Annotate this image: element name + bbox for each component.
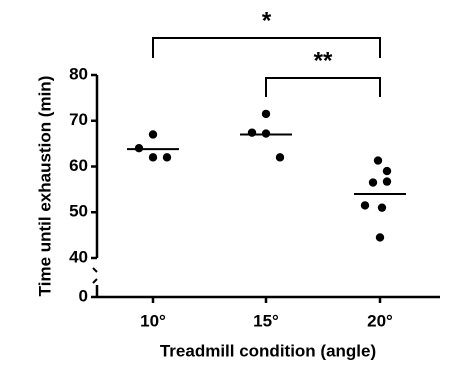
x-tick-label: 15° [253, 311, 279, 330]
y-tick-label: 70 [69, 110, 88, 129]
data-point [148, 153, 158, 162]
data-point [382, 177, 392, 186]
axis-break [92, 267, 98, 284]
data-point [275, 153, 285, 162]
data-point [382, 166, 392, 176]
data-point [360, 201, 370, 210]
y-tick-label: 0 [79, 286, 88, 305]
y-tick-label: 80 [69, 64, 88, 83]
data-point [375, 233, 385, 242]
x-tick-label: 20° [367, 311, 393, 330]
data-point [368, 178, 378, 187]
y-tick-label: 50 [69, 202, 88, 221]
significance-label: * [262, 7, 272, 34]
data-point [148, 130, 158, 139]
data-point [162, 153, 172, 162]
y-axis-label: Time until exhaustion (min) [35, 76, 54, 297]
x-axis-label: Treadmill condition (angle) [160, 341, 376, 360]
data-point [373, 156, 383, 165]
y-tick-label: 60 [69, 156, 88, 175]
x-tick-label: 10° [140, 311, 166, 330]
data-point [261, 109, 271, 119]
y-tick-label: 40 [69, 247, 88, 266]
data-point [247, 128, 257, 137]
data-point [377, 203, 387, 212]
significance-bracket [265, 77, 381, 97]
significance-bracket [152, 37, 381, 58]
significance-label: ** [314, 47, 333, 74]
